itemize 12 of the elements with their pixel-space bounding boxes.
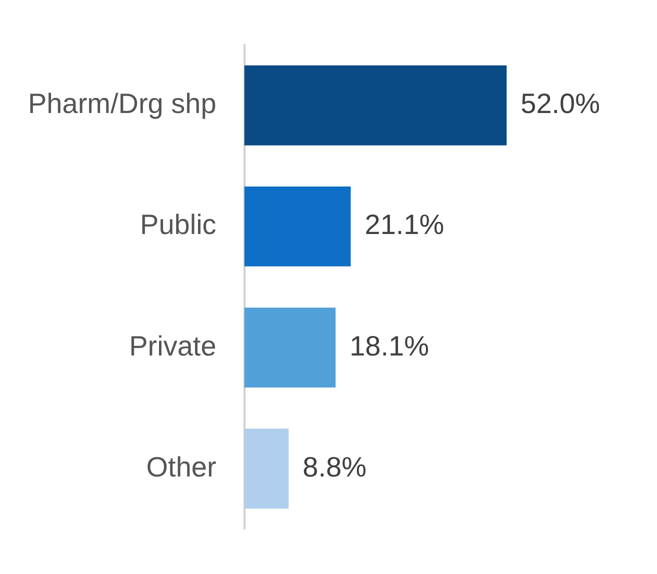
data-label: 8.8%	[302, 451, 367, 482]
y-tick-label: Private	[129, 330, 216, 362]
data-label: 52.0%	[520, 88, 600, 120]
bar	[244, 428, 289, 509]
y-tick-label: Public	[140, 209, 216, 240]
data-label: 18.1%	[350, 330, 430, 362]
bar	[244, 65, 507, 146]
data-label: 21.1%	[364, 209, 444, 240]
bar	[244, 186, 351, 266]
y-tick-label: Pharm/Drg shp	[28, 88, 216, 120]
bar	[244, 308, 336, 388]
y-tick-label: Other	[146, 451, 216, 482]
